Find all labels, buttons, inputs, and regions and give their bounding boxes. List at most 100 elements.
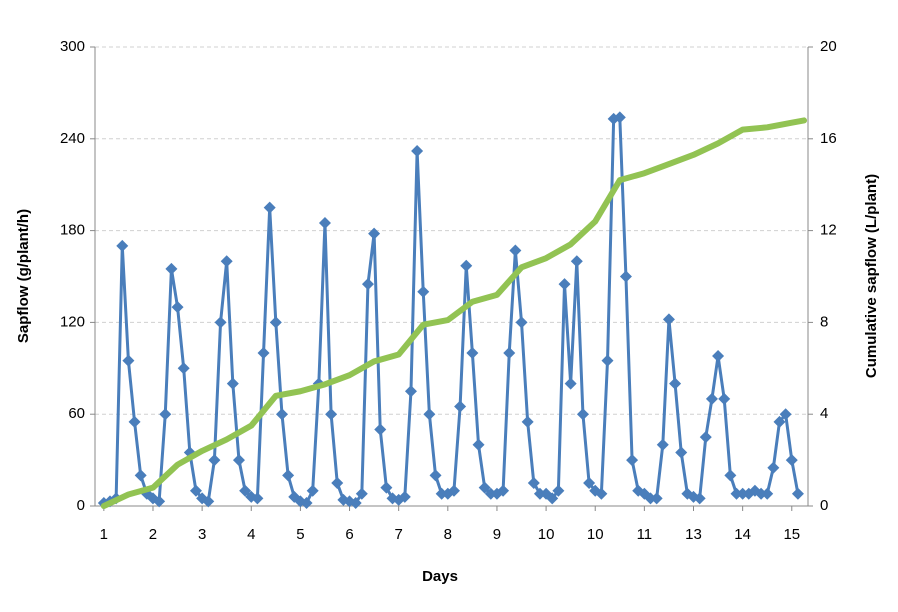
point-marker xyxy=(134,469,147,482)
x-tick-label: 10 xyxy=(538,526,555,543)
x-tick-label: 15 xyxy=(783,526,800,543)
point-marker xyxy=(650,492,663,505)
point-marker xyxy=(730,487,743,500)
point-marker xyxy=(558,278,571,291)
point-marker xyxy=(718,392,731,405)
point-marker xyxy=(429,469,442,482)
point-marker xyxy=(374,423,387,436)
x-tick-label: 10 xyxy=(587,526,604,543)
point-marker xyxy=(527,477,540,490)
point-marker xyxy=(601,354,614,367)
point-marker xyxy=(226,377,239,390)
y2-tick-label: 4 xyxy=(820,405,828,422)
point-marker xyxy=(411,145,424,158)
y-tick-label: 60 xyxy=(68,405,85,422)
point-marker xyxy=(583,477,596,490)
point-marker xyxy=(699,431,712,444)
point-marker xyxy=(189,484,202,497)
point-marker xyxy=(447,484,460,497)
point-marker xyxy=(404,385,417,398)
point-marker xyxy=(331,477,344,490)
point-marker xyxy=(232,454,245,467)
point-marker xyxy=(116,239,129,252)
y2-tick-label: 12 xyxy=(820,222,837,239)
x-axis-label: Days xyxy=(422,568,458,585)
point-marker xyxy=(546,492,559,505)
y2-tick-label: 8 xyxy=(820,313,828,330)
point-marker xyxy=(466,347,479,359)
point-marker xyxy=(257,347,270,359)
point-marker xyxy=(220,255,233,268)
point-marker xyxy=(435,487,448,500)
point-marker xyxy=(417,285,430,298)
x-tick-label: 2 xyxy=(149,526,157,543)
point-marker xyxy=(533,487,546,500)
point-marker xyxy=(644,492,657,505)
point-marker xyxy=(767,461,780,474)
point-marker xyxy=(619,270,632,283)
point-marker xyxy=(159,408,172,421)
point-marker xyxy=(503,347,516,359)
x-tick-label: 6 xyxy=(345,526,353,543)
point-marker xyxy=(177,362,190,375)
point-marker xyxy=(454,400,467,413)
x-tick-label: 14 xyxy=(734,526,751,543)
point-marker xyxy=(269,316,282,329)
x-tick-label: 11 xyxy=(637,526,653,543)
point-marker xyxy=(736,487,749,500)
x-tick-label: 8 xyxy=(444,526,452,543)
point-marker xyxy=(355,487,368,500)
point-marker xyxy=(755,487,768,500)
point-marker xyxy=(656,438,669,451)
point-marker xyxy=(460,259,473,272)
x-tick-label: 1 xyxy=(100,526,108,543)
point-marker xyxy=(478,481,491,494)
point-marker xyxy=(380,481,393,494)
point-marker xyxy=(552,484,565,497)
point-marker xyxy=(521,415,534,428)
y-tick-label: 120 xyxy=(60,313,85,330)
point-marker xyxy=(576,408,589,421)
point-marker xyxy=(693,492,706,505)
point-marker xyxy=(779,408,792,421)
point-marker xyxy=(669,377,682,390)
series-line xyxy=(100,117,808,509)
y2-tick-label: 0 xyxy=(820,497,828,514)
x-tick-label: 4 xyxy=(247,526,255,543)
point-marker xyxy=(626,454,639,467)
point-marker xyxy=(361,278,374,291)
point-marker xyxy=(300,496,313,509)
point-marker xyxy=(509,244,522,257)
point-marker xyxy=(564,377,577,390)
point-marker xyxy=(398,490,411,503)
point-marker xyxy=(773,415,786,428)
point-marker xyxy=(318,216,331,229)
point-marker xyxy=(282,469,295,482)
point-marker xyxy=(122,354,135,367)
point-marker xyxy=(251,492,264,505)
point-marker xyxy=(202,495,215,508)
point-marker xyxy=(423,408,436,421)
point-marker xyxy=(306,484,319,497)
point-marker xyxy=(785,454,798,467)
point-marker xyxy=(761,487,774,500)
x-tick-label: 3 xyxy=(198,526,206,543)
point-marker xyxy=(349,496,362,509)
point-marker xyxy=(791,487,804,500)
y-tick-label: 300 xyxy=(60,38,85,55)
y2-tick-label: 20 xyxy=(820,38,837,55)
x-tick-label: 9 xyxy=(493,526,501,543)
y-axis-label: Sapflow (g/plant/h) xyxy=(15,209,32,343)
y2-tick-label: 16 xyxy=(820,130,837,147)
x-tick-label: 7 xyxy=(395,526,403,543)
point-marker xyxy=(515,316,528,329)
point-marker xyxy=(497,484,510,497)
y2-axis-label: Cumulative sapflow (L/plant) xyxy=(863,174,880,378)
point-marker xyxy=(472,438,485,451)
point-marker xyxy=(128,415,141,428)
y-tick-label: 180 xyxy=(60,222,85,239)
point-marker xyxy=(275,408,288,421)
point-marker xyxy=(153,495,166,508)
point-marker xyxy=(613,111,626,124)
